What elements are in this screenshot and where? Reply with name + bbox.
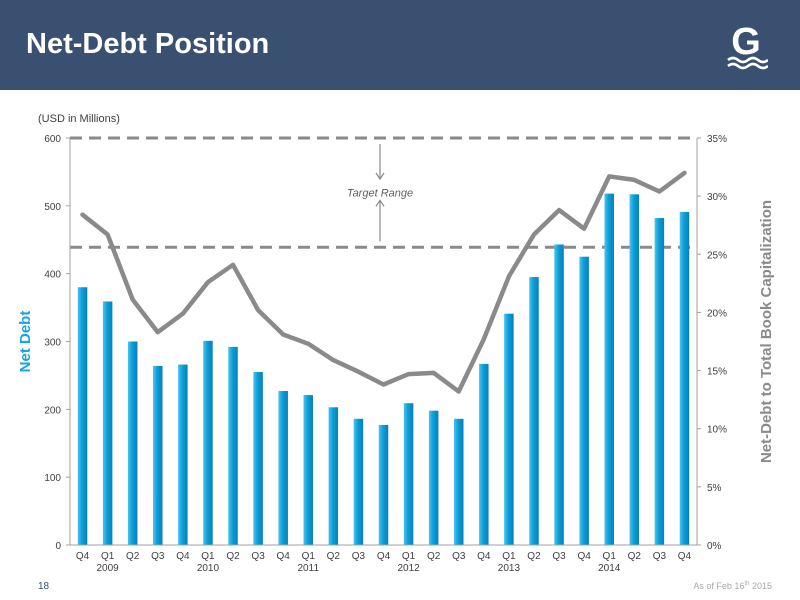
bar — [203, 340, 213, 545]
category-label: Q4 — [176, 551, 190, 562]
bar — [679, 211, 690, 545]
right-tick-label: 5% — [707, 483, 722, 494]
bar-series — [77, 193, 690, 545]
bar — [102, 301, 113, 545]
category-label: Q3 — [552, 551, 566, 562]
category-label: Q3 — [452, 551, 466, 562]
bar — [353, 418, 364, 545]
category-label: Q3 — [653, 551, 667, 562]
year-label: 2011 — [298, 563, 320, 574]
bar — [554, 244, 564, 545]
category-label: Q1 — [603, 551, 617, 562]
year-label: 2013 — [498, 563, 521, 574]
bar — [378, 424, 389, 545]
year-label: 2010 — [197, 563, 220, 574]
net-debt-chart: (USD in Millions) Target Range 0 100 200 30… — [17, 113, 775, 574]
bar — [504, 313, 514, 545]
category-label: Q1 — [101, 551, 115, 562]
right-tick-label: 25% — [707, 250, 727, 261]
logo-letter: G — [731, 21, 761, 63]
category-label: Q1 — [502, 551, 516, 562]
left-axis-title: Net Debt — [17, 311, 34, 373]
left-tick-label: 100 — [44, 473, 61, 484]
bar — [303, 395, 314, 545]
left-tick-label: 0 — [55, 541, 61, 552]
left-tick-label: 300 — [44, 338, 61, 349]
target-range-label: Target Range — [347, 188, 413, 200]
bar — [453, 418, 464, 545]
target-arrowhead-down — [375, 172, 385, 181]
category-label: Q3 — [251, 551, 265, 562]
bar — [278, 391, 288, 545]
page-title: Net-Debt Position — [26, 28, 270, 60]
bar — [604, 193, 614, 545]
line-series — [80, 170, 687, 394]
right-tick-label: 30% — [707, 192, 727, 203]
bar — [579, 256, 589, 545]
category-label: Q4 — [678, 551, 692, 562]
bar — [153, 365, 163, 545]
right-tick-label: 10% — [707, 425, 727, 436]
bar — [328, 407, 339, 545]
as-of-suffix: 2015 — [749, 581, 772, 591]
bar — [178, 364, 188, 545]
as-of-sup: th — [744, 581, 750, 587]
bar — [403, 403, 414, 545]
left-tick-label: 500 — [44, 202, 61, 213]
right-tick-label: 15% — [707, 367, 727, 378]
units-note: (USD in Millions) — [38, 113, 120, 125]
category-label: Q3 — [151, 551, 165, 562]
category-label: Q3 — [352, 551, 366, 562]
company-logo: G — [727, 21, 768, 70]
bar — [529, 277, 539, 545]
ratio-line — [80, 170, 687, 394]
left-tick-label: 400 — [44, 270, 61, 281]
bar — [228, 346, 238, 545]
category-label: Q1 — [201, 551, 215, 562]
target-arrowhead-up — [375, 199, 385, 207]
bar — [77, 287, 88, 545]
axes: 0 100 200 300 400 500 600 0% 5% 10% 15% 20% 25% 30% 35… — [44, 134, 727, 574]
right-tick-label: 0% — [707, 541, 722, 552]
category-label: Q1 — [302, 551, 316, 562]
right-tick-label: 35% — [707, 134, 727, 145]
year-label: 2014 — [598, 563, 621, 574]
bar — [428, 410, 439, 545]
left-tick-label: 600 — [44, 134, 61, 145]
category-label: Q1 — [402, 551, 416, 562]
category-label: Q4 — [277, 551, 291, 562]
year-label: 2012 — [397, 563, 420, 574]
bar — [127, 341, 138, 545]
as-of-date: As of Feb 16th 2015 — [693, 581, 772, 591]
header-bar: Net-Debt Position G — [0, 0, 800, 90]
category-label: Q2 — [628, 551, 642, 562]
category-label: Q2 — [126, 551, 140, 562]
bar — [629, 194, 640, 545]
bar — [253, 372, 263, 545]
category-label: Q2 — [427, 551, 441, 562]
category-label: Q2 — [226, 551, 240, 562]
bar — [654, 218, 665, 545]
category-label: Q2 — [527, 551, 541, 562]
bar — [479, 363, 489, 545]
category-label: Q4 — [377, 551, 391, 562]
category-label: Q4 — [76, 551, 90, 562]
category-label: Q4 — [477, 551, 491, 562]
right-tick-label: 20% — [707, 308, 727, 319]
as-of-prefix: As of Feb 16 — [693, 581, 745, 591]
category-label: Q4 — [577, 551, 591, 562]
category-label: Q2 — [327, 551, 341, 562]
year-label: 2009 — [96, 563, 119, 574]
target-range: Target Range — [70, 136, 697, 249]
right-axis-title: Net-Debt to Total Book Capitalization — [758, 200, 775, 463]
left-tick-label: 200 — [44, 405, 61, 416]
page-number: 18 — [38, 581, 50, 592]
